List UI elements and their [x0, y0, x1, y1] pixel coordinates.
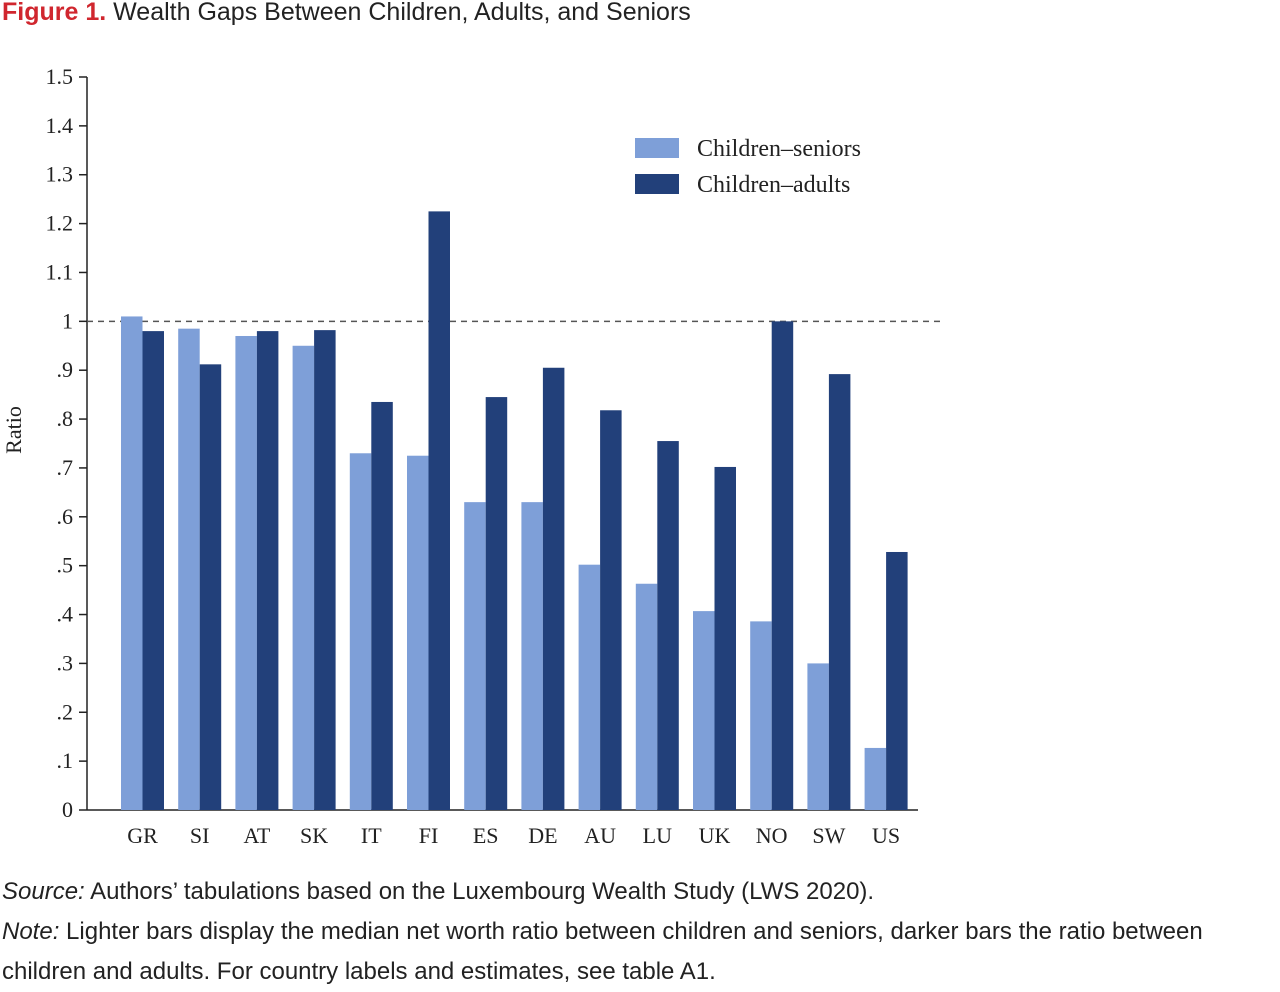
y-tick-label: .6 — [57, 504, 74, 529]
bar-no-children-adults — [771, 321, 794, 810]
note: Note: Lighter bars display the median ne… — [2, 912, 1278, 992]
bar-it-children-adults — [371, 401, 393, 810]
bar-lu-children-adults — [657, 441, 679, 810]
x-tick-label: GR — [127, 823, 158, 848]
y-tick-label: 1.3 — [46, 162, 74, 187]
x-tick-label: ES — [473, 823, 499, 848]
y-tick-label: 1.2 — [46, 211, 74, 236]
bar-au-children-adults — [600, 410, 622, 810]
y-tick-label: .2 — [57, 699, 74, 724]
bar-no-children-seniors — [750, 621, 772, 810]
y-tick-label: .3 — [57, 650, 74, 675]
x-tick-label: SW — [812, 823, 845, 848]
legend-swatch — [635, 174, 679, 194]
bar-sk-children-seniors — [292, 345, 315, 810]
bar-chart: 0 .1 .2 .3 .4 .5 .6 .7 .8 .9 1 1.1 1.2 1.3 1.4 1.5 GR SI… — [1, 64, 940, 848]
y-ticks: 0 .1 .2 .3 .4 .5 .6 .7 .8 .9 1 1.1 1.2 1.3 1.4 1.5 — [46, 64, 87, 822]
bar-es-children-seniors — [464, 502, 486, 810]
y-tick-label: .5 — [57, 553, 74, 578]
bar-si-children-adults — [199, 364, 222, 810]
bar-at-children-seniors — [235, 335, 257, 810]
y-tick-label: 1.4 — [46, 113, 74, 138]
y-tick-label: 1.1 — [46, 259, 74, 284]
x-tick-label: UK — [699, 823, 731, 848]
bar-uk-children-adults — [714, 466, 736, 810]
x-tick-label: NO — [756, 823, 788, 848]
bar-de-children-seniors — [521, 502, 543, 810]
y-tick-label: .4 — [57, 602, 74, 627]
legend-label: Children–seniors — [697, 136, 861, 162]
bar-us-children-seniors — [864, 747, 887, 810]
x-tick-label: SK — [300, 823, 328, 848]
source-label: Source: — [2, 878, 85, 905]
bar-sw-children-adults — [828, 374, 851, 810]
bar-lu-children-seniors — [635, 583, 658, 810]
note-label: Note: — [2, 918, 60, 945]
bar-uk-children-seniors — [693, 611, 715, 810]
note-text: Lighter bars display the median net wort… — [2, 918, 1203, 985]
y-axis-label: Ratio — [1, 406, 26, 454]
bar-it-children-seniors — [349, 453, 372, 810]
bar-si-children-seniors — [178, 328, 200, 810]
figure-title: Figure 1. Wealth Gaps Between Children, … — [2, 0, 691, 27]
x-tick-label: AU — [584, 823, 616, 848]
x-tick-label: SI — [190, 823, 210, 848]
bar-fi-children-seniors — [407, 455, 429, 810]
x-ticks: GR SI AT SK IT FI ES DE AU LU UK NO SW US — [127, 823, 900, 848]
legend-swatch — [635, 138, 679, 158]
y-tick-label: .1 — [57, 748, 74, 773]
bar-de-children-adults — [542, 367, 565, 810]
y-tick-label: .9 — [57, 357, 74, 382]
figure-title-text: Wealth Gaps Between Children, Adults, an… — [113, 0, 691, 26]
figure-label: Figure 1. — [2, 0, 107, 26]
bar-gr-children-seniors — [121, 316, 143, 810]
x-tick-label: AT — [243, 823, 270, 848]
y-tick-label: 0 — [62, 797, 73, 822]
y-tick-label: 1.5 — [46, 64, 74, 89]
bar-au-children-seniors — [578, 564, 601, 810]
source-text: Authors’ tabulations based on the Luxemb… — [84, 878, 875, 905]
y-tick-label: 1 — [62, 308, 73, 333]
legend: Children–seniors Children–adults — [635, 136, 861, 198]
x-tick-label: DE — [528, 823, 557, 848]
y-tick-label: .8 — [57, 406, 74, 431]
bar-gr-children-adults — [142, 331, 164, 810]
x-tick-label: FI — [419, 823, 439, 848]
legend-label: Children–adults — [697, 172, 850, 198]
bar-at-children-adults — [256, 331, 279, 810]
x-tick-label: US — [872, 823, 900, 848]
source-note: Source: Authors’ tabulations based on th… — [2, 872, 1278, 912]
bars — [121, 211, 908, 811]
bar-us-children-adults — [886, 551, 908, 810]
bar-fi-children-adults — [428, 211, 450, 811]
bar-sk-children-adults — [314, 330, 336, 810]
bar-es-children-adults — [485, 397, 508, 810]
bar-sw-children-seniors — [807, 663, 829, 810]
y-tick-label: .7 — [57, 455, 74, 480]
x-tick-label: LU — [643, 823, 672, 848]
figure-notes: Source: Authors’ tabulations based on th… — [2, 872, 1278, 992]
x-tick-label: IT — [361, 823, 382, 848]
